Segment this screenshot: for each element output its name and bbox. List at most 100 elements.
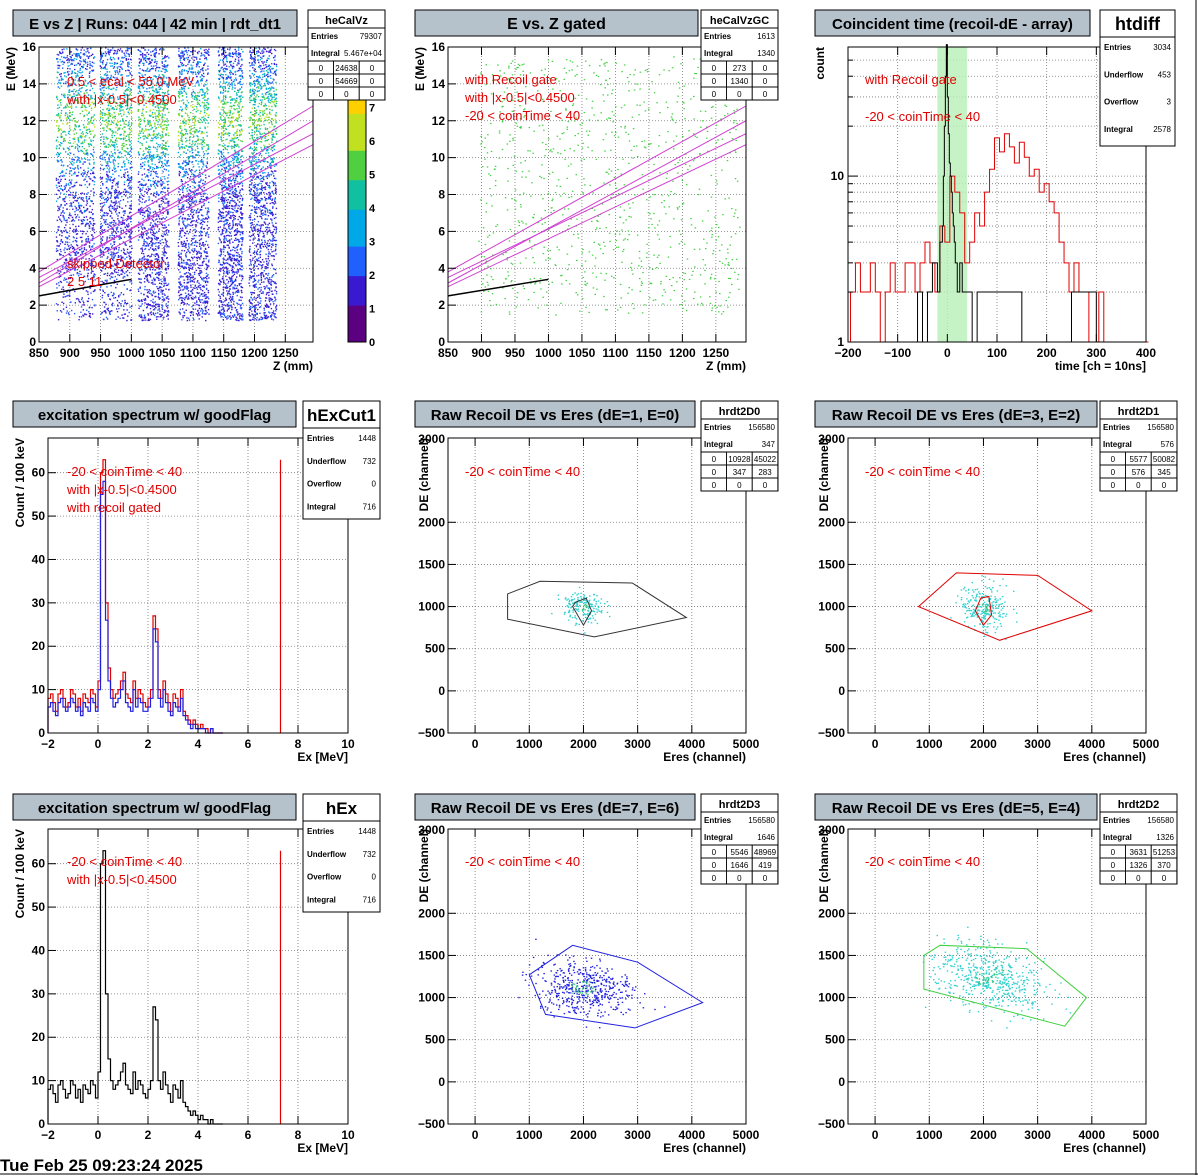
data-point (85, 135, 86, 136)
data-point (106, 308, 107, 309)
data-point (158, 194, 159, 195)
data-point (143, 234, 144, 235)
data-point (166, 198, 167, 199)
data-point (142, 249, 143, 250)
data-point (139, 68, 140, 69)
data-point (117, 215, 118, 216)
data-point (103, 136, 104, 137)
data-point (200, 302, 201, 303)
data-point (85, 62, 86, 63)
data-point (182, 141, 183, 142)
data-point (76, 175, 77, 176)
data-point (183, 160, 184, 161)
data-point (103, 202, 104, 203)
data-point (118, 113, 119, 114)
data-point (120, 236, 121, 237)
data-point (200, 119, 201, 120)
data-point (109, 298, 110, 299)
data-point (166, 298, 167, 299)
data-point (140, 282, 141, 283)
data-point (119, 128, 120, 129)
data-point (160, 271, 161, 272)
data-point (128, 59, 129, 60)
data-point (109, 210, 110, 211)
data-point (159, 240, 160, 241)
data-point (179, 235, 180, 236)
data-point (124, 123, 125, 124)
data-point (102, 192, 103, 193)
data-point (180, 91, 181, 92)
data-point (199, 91, 200, 92)
data-point (84, 217, 85, 218)
data-point (159, 304, 160, 305)
data-point (145, 299, 146, 300)
data-point (145, 176, 146, 177)
data-point (178, 198, 179, 199)
data-point (102, 236, 103, 237)
data-point (152, 283, 153, 284)
data-point (75, 121, 76, 122)
data-point (179, 173, 180, 174)
data-point (150, 184, 151, 185)
data-point (119, 294, 120, 295)
data-point (158, 53, 159, 54)
data-point (201, 214, 202, 215)
data-point (86, 69, 87, 70)
data-point (182, 208, 183, 209)
data-point (163, 49, 164, 50)
data-point (179, 94, 180, 95)
data-point (67, 55, 68, 56)
data-point (150, 109, 151, 110)
data-point (81, 66, 82, 67)
data-point (200, 289, 201, 290)
data-point (77, 56, 78, 57)
data-point (60, 230, 61, 231)
data-point (130, 252, 131, 253)
data-point (122, 119, 123, 120)
data-point (178, 252, 179, 253)
data-point (131, 231, 132, 232)
data-point (183, 214, 184, 215)
data-point (108, 194, 109, 195)
data-point (146, 245, 147, 246)
data-point (195, 73, 196, 74)
data-point (56, 194, 57, 195)
data-point (149, 189, 150, 190)
data-point (151, 241, 152, 242)
data-point (187, 320, 188, 321)
data-point (92, 62, 93, 63)
data-point (63, 175, 64, 176)
data-point (140, 226, 141, 227)
data-point (185, 165, 186, 166)
data-point (123, 317, 124, 318)
data-point (89, 163, 90, 164)
data-point (155, 248, 156, 249)
data-point (207, 312, 208, 313)
data-point (125, 233, 126, 234)
data-point (208, 290, 209, 291)
data-point (187, 214, 188, 215)
data-point (129, 108, 130, 109)
data-point (93, 70, 94, 71)
data-point (148, 54, 149, 55)
data-point (122, 143, 123, 144)
data-point (145, 70, 146, 71)
data-point (114, 135, 115, 136)
data-point (86, 201, 87, 202)
data-point (147, 71, 148, 72)
data-point (168, 310, 169, 311)
data-point (112, 208, 113, 209)
data-point (84, 136, 85, 137)
data-point (141, 317, 142, 318)
data-point (123, 133, 124, 134)
data-point (112, 273, 113, 274)
data-point (83, 179, 84, 180)
data-point (88, 113, 89, 114)
data-point (189, 55, 190, 56)
data-point (62, 131, 63, 132)
data-point (93, 203, 94, 204)
data-point (69, 171, 70, 172)
data-point (185, 225, 186, 226)
data-point (77, 159, 78, 160)
data-point (70, 115, 71, 116)
